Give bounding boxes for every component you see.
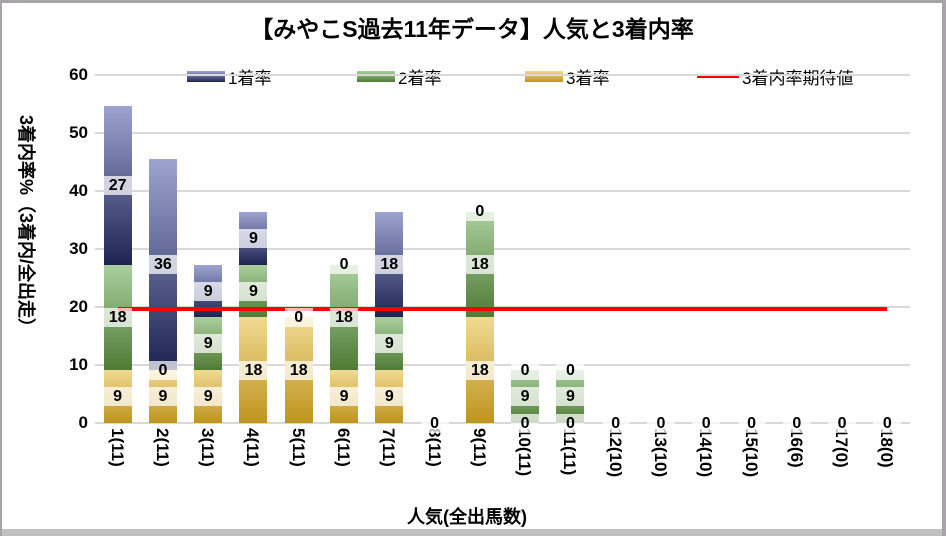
data-label: 9 [375, 334, 404, 354]
expected-value-line [117, 307, 888, 312]
legend-label: 3着率 [566, 68, 610, 88]
data-label: 18 [330, 307, 359, 327]
gridline [95, 306, 910, 308]
y-tick-label: 10 [69, 355, 88, 374]
legend: 1着率 2着率 3着率 3着内率期待値 [2, 64, 942, 88]
legend-label: 1着率 [228, 68, 272, 88]
data-label: 0 [782, 413, 811, 433]
x-axis-title: 人気(全出馬数) [407, 507, 527, 527]
data-label: 0 [511, 360, 540, 380]
data-label: 0 [873, 413, 902, 433]
window-border-bottom [2, 529, 942, 536]
data-label: 9 [330, 387, 359, 407]
legend-swatch-gold [525, 70, 563, 82]
data-label: 0 [737, 413, 766, 433]
data-label: 9 [194, 387, 223, 407]
y-tick-label: 20 [69, 297, 88, 316]
data-label: 9 [194, 281, 223, 301]
data-label: 0 [828, 413, 857, 433]
data-label: 9 [511, 387, 540, 407]
legend-label: 3着内率期待値 [742, 68, 854, 88]
gridline [95, 74, 910, 76]
data-label: 9 [239, 228, 268, 248]
chart-title: 【みやこS過去11年データ】人気と3着内率 [250, 16, 694, 42]
data-label: 0 [284, 307, 313, 327]
data-label: 18 [284, 360, 313, 380]
data-label: 9 [239, 281, 268, 301]
data-label: 9 [556, 387, 585, 407]
data-label: 0 [148, 360, 177, 380]
legend-item-expected-value: 3着内率期待値 [694, 64, 857, 88]
data-label: 18 [465, 360, 494, 380]
data-label: 36 [148, 255, 177, 275]
gridline [95, 190, 910, 192]
data-label: 18 [375, 255, 404, 275]
data-label: 9 [194, 334, 223, 354]
data-label: 9 [148, 387, 177, 407]
legend-swatch-green [357, 70, 395, 82]
data-label: 27 [103, 175, 132, 195]
legend-label: 2着率 [398, 68, 442, 88]
y-tick-label: 0 [78, 413, 88, 432]
data-label: 0 [465, 202, 494, 222]
gridline [95, 248, 910, 250]
data-label: 0 [646, 413, 675, 433]
data-label: 18 [465, 255, 494, 275]
legend-swatch-red-line [697, 74, 739, 78]
y-tick-label: 50 [69, 123, 88, 142]
legend-item-first-place-rate: 1着率 [184, 64, 275, 88]
data-label: 0 [556, 360, 585, 380]
legend-swatch-blue [187, 70, 225, 82]
data-label: 0 [601, 413, 630, 433]
data-label: 0 [692, 413, 721, 433]
gridline [95, 422, 910, 424]
data-label: 18 [103, 307, 132, 327]
data-label: 0 [556, 413, 585, 433]
y-tick-label: 60 [69, 65, 88, 84]
legend-item-second-place-rate: 2着率 [354, 64, 445, 88]
data-label: 0 [330, 255, 359, 275]
data-label: 0 [511, 413, 540, 433]
y-tick-label: 30 [69, 239, 88, 258]
data-label: 0 [420, 413, 449, 433]
data-label: 18 [239, 360, 268, 380]
gridline [95, 364, 910, 366]
y-tick-label: 40 [69, 181, 88, 200]
data-label: 9 [103, 387, 132, 407]
gridline [95, 132, 910, 134]
data-label: 9 [375, 387, 404, 407]
legend-item-third-place-rate: 3着率 [522, 64, 613, 88]
